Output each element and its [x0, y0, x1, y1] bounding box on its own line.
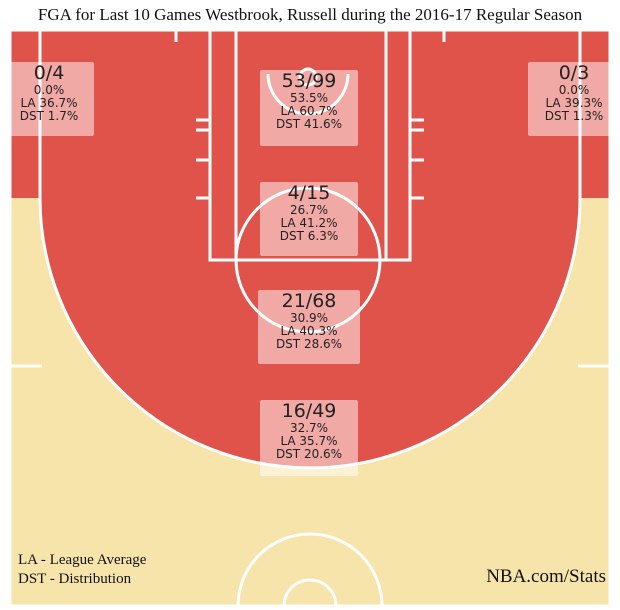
- fgm-fga: 53/99: [281, 70, 337, 92]
- fg-pct: 0.0%: [558, 83, 590, 97]
- league-average: LA 39.3%: [545, 96, 603, 110]
- legend-dst: DST - Distribution: [18, 571, 132, 587]
- chart-title: FGA for Last 10 Games Westbrook, Russell…: [37, 5, 583, 24]
- zone-label-free-throw-circle: 4/15 26.7% LA 41.2% DST 6.3%: [260, 182, 358, 256]
- league-average: LA 40.3%: [280, 324, 338, 338]
- fgm-fga: 4/15: [287, 182, 331, 204]
- league-average: LA 36.7%: [20, 96, 78, 110]
- legend-la: LA - League Average: [18, 552, 147, 568]
- fg-pct: 53.5%: [289, 91, 329, 105]
- fgm-fga: 0/3: [558, 62, 590, 84]
- fg-pct: 26.7%: [289, 203, 329, 217]
- distribution: DST 28.6%: [275, 337, 343, 351]
- zone-label-mid-range: 21/68 30.9% LA 40.3% DST 28.6%: [258, 290, 360, 364]
- distribution: DST 1.3%: [544, 109, 604, 123]
- league-average: LA 41.2%: [280, 216, 338, 230]
- zone-label-paint: 53/99 53.5% LA 60.7% DST 41.6%: [260, 70, 358, 146]
- zone-label-left-corner-3: 0/4 0.0% LA 36.7% DST 1.7%: [4, 62, 94, 136]
- fg-pct: 30.9%: [289, 311, 329, 325]
- fgm-fga: 16/49: [281, 400, 337, 422]
- fg-pct: 32.7%: [289, 421, 329, 435]
- fgm-fga: 0/4: [33, 62, 65, 84]
- distribution: DST 1.7%: [19, 109, 79, 123]
- league-average: LA 35.7%: [280, 434, 338, 448]
- zone-label-above-break-3: 16/49 32.7% LA 35.7% DST 20.6%: [260, 400, 358, 476]
- fg-pct: 0.0%: [33, 83, 65, 97]
- distribution: DST 6.3%: [279, 229, 339, 243]
- league-average: LA 60.7%: [280, 104, 338, 118]
- distribution: DST 20.6%: [275, 447, 343, 461]
- distribution: DST 41.6%: [275, 117, 343, 131]
- zone-label-right-corner-3: 0/3 0.0% LA 39.3% DST 1.3%: [528, 62, 620, 136]
- fgm-fga: 21/68: [281, 290, 337, 312]
- brand-watermark: NBA.com/Stats: [486, 566, 606, 587]
